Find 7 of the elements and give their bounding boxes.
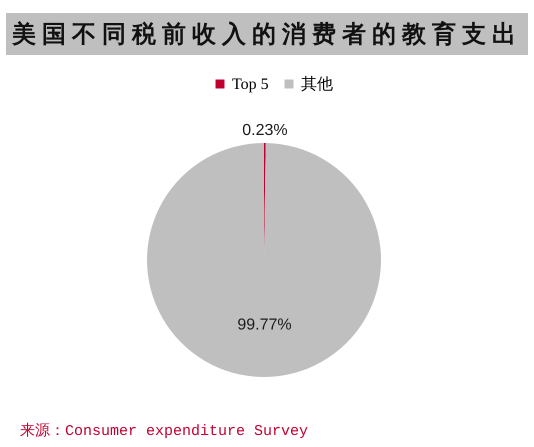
legend-label: 其他: [301, 75, 333, 93]
legend-label: Top 5: [232, 76, 269, 93]
data-label: 0.23%: [242, 122, 288, 140]
pie-slice: [147, 143, 381, 377]
chart-title: 美国不同税前收入的消费者的教育支出: [6, 13, 528, 55]
data-label: 99.77%: [237, 316, 292, 334]
source-note: 来源：Consumer expenditure Survey: [20, 422, 308, 440]
